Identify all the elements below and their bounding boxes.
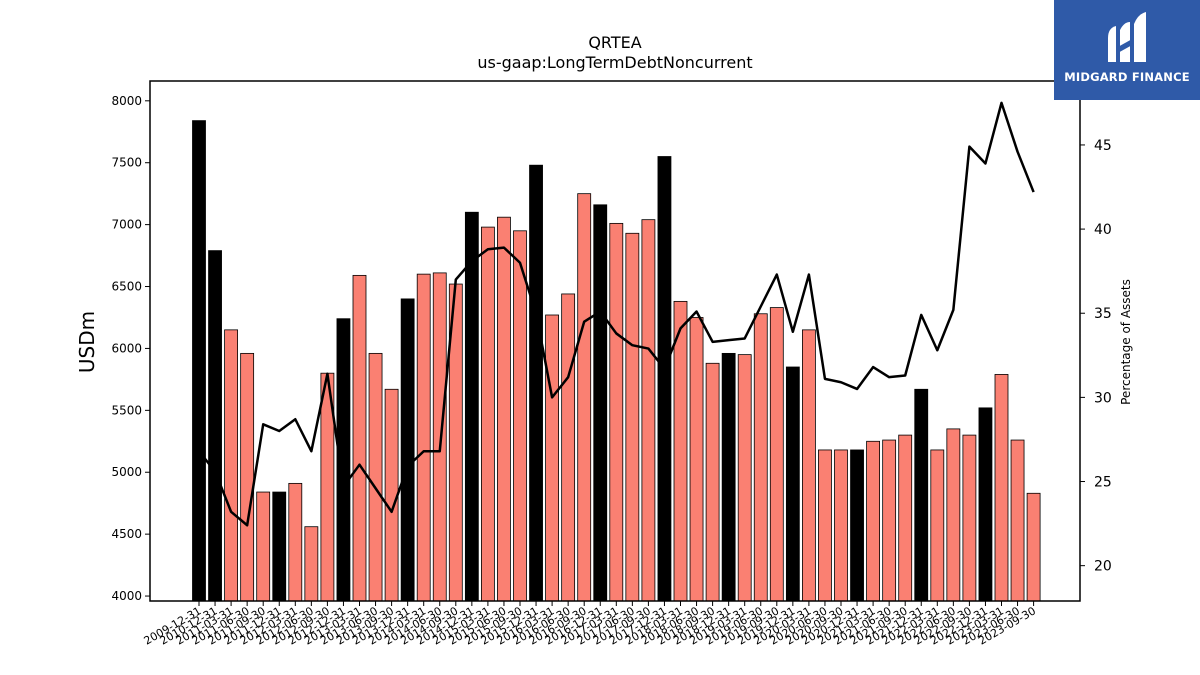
bar-2015-12-31 <box>529 164 543 602</box>
bar-2013-12-31 <box>400 298 415 602</box>
logo-text: MIDGARD FINANCE <box>1064 70 1190 84</box>
bar-2017-12-31 <box>657 156 672 602</box>
bar-2018-09-30 <box>705 362 720 602</box>
bar-2018-03-31 <box>673 300 688 602</box>
bar-2016-06-30 <box>561 293 576 602</box>
bar-2023-09-30 <box>1026 492 1041 602</box>
midgard-logo-icon <box>1108 12 1146 62</box>
bar-2015-06-30 <box>497 216 511 602</box>
y2-tick-label: 45 <box>1094 138 1112 154</box>
bar-2019-12-31 <box>785 366 800 602</box>
bar-2022-12-31 <box>978 407 993 602</box>
bar-2016-09-30 <box>577 193 592 602</box>
bar-2021-03-31 <box>866 440 880 602</box>
bar-2009-12-31 <box>192 120 206 602</box>
bar-2014-12-31 <box>464 211 479 602</box>
plot-frame <box>149 80 1081 602</box>
bar-2017-09-30 <box>641 219 656 602</box>
bar-2016-12-31 <box>593 204 608 602</box>
y2-tick-label: 25 <box>1094 475 1112 491</box>
bar-2013-03-31 <box>352 274 367 602</box>
y-tick-label: 5000 <box>111 465 142 479</box>
y-tick-label: 4500 <box>111 527 142 541</box>
bar-2022-03-31 <box>930 449 945 602</box>
brand-logo: MIDGARD FINANCE <box>1054 0 1200 100</box>
bar-2020-09-30 <box>834 449 848 602</box>
bar-2016-03-31 <box>545 314 559 602</box>
x-axis-ticks: 2009-12-312010-12-312011-03-312011-06-30… <box>142 601 1038 648</box>
y-tick-label: 7000 <box>111 218 142 232</box>
y-tick-label: 4000 <box>111 589 142 603</box>
bar-2011-03-31 <box>224 329 239 602</box>
bar-2017-06-30 <box>625 232 640 602</box>
bar-2012-06-30 <box>304 526 319 602</box>
y-tick-label: 7500 <box>111 156 142 170</box>
bar-2014-06-30 <box>432 272 447 602</box>
bar-2011-12-31 <box>272 491 287 602</box>
y-tick-label: 6500 <box>111 280 142 294</box>
y2-tick-label: 40 <box>1094 222 1112 238</box>
bar-2022-06-30 <box>946 428 961 602</box>
y-tick-label: 5500 <box>111 403 142 417</box>
y2-tick-label: 30 <box>1094 390 1112 406</box>
chart-subtitle: us-gaap:LongTermDebtNoncurrent <box>477 53 752 72</box>
bar-2023-03-31 <box>994 374 1009 602</box>
y-tick-label: 8000 <box>111 94 142 108</box>
bar-2023-06-30 <box>1010 439 1025 602</box>
y-axis-label: USDm <box>75 311 99 373</box>
bar-2022-09-30 <box>962 434 977 602</box>
bar-2011-06-30 <box>240 352 255 602</box>
bar-2017-03-31 <box>609 222 624 602</box>
bar-2021-09-30 <box>898 434 913 602</box>
bar-2013-06-30 <box>368 352 383 602</box>
bar-2021-12-31 <box>914 388 929 602</box>
bar-2019-09-30 <box>769 307 784 602</box>
chart-title: QRTEA <box>588 33 641 52</box>
bar-2021-06-30 <box>882 439 897 602</box>
bar-2011-09-30 <box>256 491 271 602</box>
y2-axis-ticks: 20 25 30 35 40 45 <box>1080 138 1112 575</box>
bar-2019-03-31 <box>737 354 752 602</box>
bar-2019-06-30 <box>753 313 768 602</box>
bar-2015-03-31 <box>480 226 495 602</box>
bar-2018-12-31 <box>721 352 736 602</box>
y-axis-ticks: 4000 4500 5000 5500 6000 6500 7000 7500 8000 <box>111 94 150 603</box>
y-tick-label: 6000 <box>111 341 142 355</box>
bar-2020-03-31 <box>802 329 816 602</box>
bar-2020-12-31 <box>850 449 864 602</box>
bar-2013-09-30 <box>384 388 399 602</box>
y2-axis-label: Percentage of Assets <box>1119 279 1133 405</box>
percentage-line <box>198 101 1035 527</box>
bar-2010-12-31 <box>208 250 222 602</box>
bar-2014-03-31 <box>416 273 431 602</box>
bar-series <box>192 120 1041 602</box>
bar-2015-09-30 <box>513 230 527 602</box>
bar-2018-06-30 <box>689 317 704 602</box>
bar-2012-03-31 <box>288 482 303 602</box>
bar-2020-06-30 <box>818 449 832 602</box>
y2-tick-label: 20 <box>1094 559 1112 575</box>
y2-tick-label: 35 <box>1094 306 1112 322</box>
